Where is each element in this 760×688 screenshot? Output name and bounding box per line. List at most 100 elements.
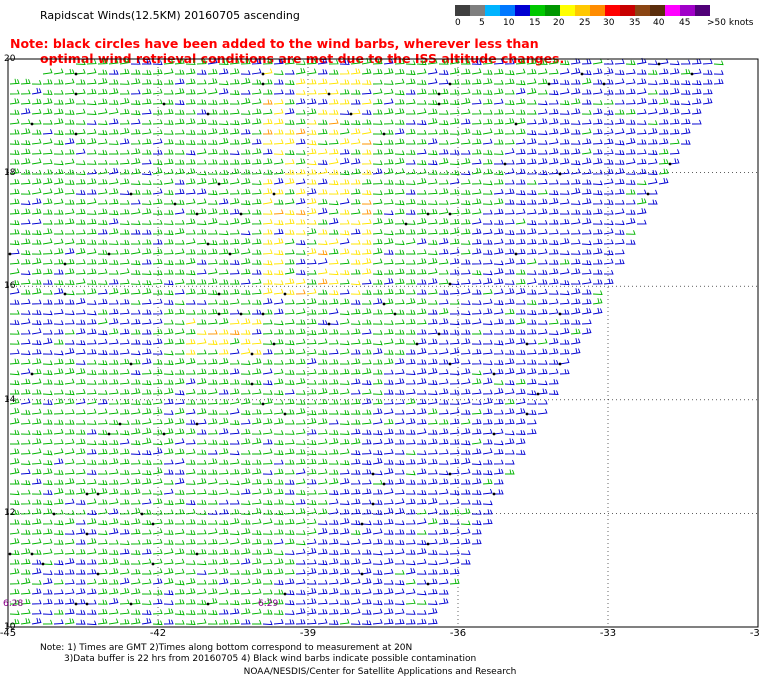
wind-barb <box>317 588 328 595</box>
wind-barb <box>614 149 625 155</box>
wind-barb <box>306 98 317 105</box>
wind-barb <box>603 99 614 105</box>
wind-barb <box>504 89 515 95</box>
wind-barb <box>42 589 53 595</box>
wind-barb <box>53 439 64 445</box>
wind-barb <box>570 148 581 155</box>
wind-barb <box>328 208 339 215</box>
wind-barb <box>417 439 427 445</box>
wind-barb <box>295 428 306 435</box>
wind-barb <box>130 459 141 465</box>
wind-barb <box>42 528 53 535</box>
wind-barb <box>119 587 130 595</box>
wind-barb <box>361 98 372 105</box>
wind-barb <box>152 429 163 435</box>
wind-barb <box>438 538 449 545</box>
wind-barb <box>570 307 581 315</box>
wind-barb <box>241 89 251 95</box>
wind-barb <box>328 139 339 145</box>
wind-barb <box>328 508 339 515</box>
wind-barb <box>493 59 504 65</box>
wind-barb <box>108 159 119 165</box>
wind-barb <box>548 78 559 85</box>
wind-barb <box>75 170 86 175</box>
contamination-dot <box>162 102 166 106</box>
wind-barb <box>130 158 141 165</box>
wind-barb <box>273 89 284 95</box>
wind-barb <box>130 300 141 305</box>
wind-barb <box>526 339 537 345</box>
wind-barb <box>9 538 20 545</box>
wind-barb <box>20 539 31 545</box>
wind-barb <box>482 448 493 455</box>
wind-barb <box>460 219 471 225</box>
wind-barb <box>493 88 504 95</box>
wind-barb <box>383 518 394 525</box>
wind-barb <box>108 359 119 365</box>
wind-barb <box>416 60 427 66</box>
wind-barb <box>86 429 97 435</box>
contamination-dot <box>74 92 78 96</box>
wind-barb <box>185 609 196 615</box>
wind-barb <box>141 609 152 615</box>
wind-barb <box>130 350 141 356</box>
wind-barb <box>163 370 174 375</box>
wind-barb <box>471 89 482 95</box>
wind-barb <box>64 598 75 605</box>
wind-barb <box>603 79 614 85</box>
wind-barb <box>86 349 97 355</box>
wind-barb <box>427 549 438 555</box>
wind-barb <box>416 319 427 325</box>
y-tick-label: 18 <box>4 167 16 178</box>
wind-barb <box>317 168 328 175</box>
wind-barb <box>383 80 394 85</box>
wind-barb <box>372 120 383 125</box>
wind-barb <box>20 509 31 515</box>
wind-barb <box>208 499 218 505</box>
wind-barb <box>427 257 438 265</box>
wind-barb <box>416 579 427 585</box>
wind-barb <box>21 169 31 175</box>
wind-barb <box>229 608 240 615</box>
wind-barb <box>97 398 108 405</box>
wind-barb <box>43 219 53 225</box>
wind-barb <box>570 98 581 105</box>
wind-barb <box>592 68 603 75</box>
wind-barb <box>251 68 262 75</box>
wind-barb <box>460 240 471 245</box>
wind-barb <box>647 158 658 165</box>
wind-barb <box>702 59 713 65</box>
wind-barb <box>526 148 537 155</box>
wind-barb <box>53 168 64 175</box>
wind-barb <box>482 488 493 495</box>
wind-barb <box>340 209 350 215</box>
wind-barb <box>427 429 438 435</box>
wind-barb <box>31 609 42 615</box>
wind-barb <box>274 199 284 205</box>
wind-barb <box>240 258 251 265</box>
legend-swatch <box>485 5 500 16</box>
wind-barb <box>229 388 240 395</box>
wind-barb <box>230 279 240 285</box>
wind-barb <box>64 290 75 296</box>
wind-barb <box>449 248 460 255</box>
wind-barb <box>317 289 328 295</box>
wind-barb <box>208 469 218 475</box>
wind-barb <box>130 269 141 275</box>
wind-barb <box>494 79 504 85</box>
wind-barb <box>427 288 438 295</box>
wind-barb <box>570 209 581 215</box>
x-tick-label: -30 <box>749 628 760 639</box>
contamination-dot <box>261 72 265 76</box>
wind-barb <box>130 148 141 155</box>
wind-barb <box>570 200 581 205</box>
wind-barb <box>174 159 185 165</box>
wind-barb <box>405 209 416 215</box>
wind-barb <box>207 299 218 305</box>
wind-barb <box>229 150 240 155</box>
wind-barb <box>306 528 317 535</box>
wind-barb <box>229 549 240 555</box>
wind-barb <box>152 368 163 375</box>
wind-barb <box>680 118 691 125</box>
wind-barb <box>240 468 251 475</box>
